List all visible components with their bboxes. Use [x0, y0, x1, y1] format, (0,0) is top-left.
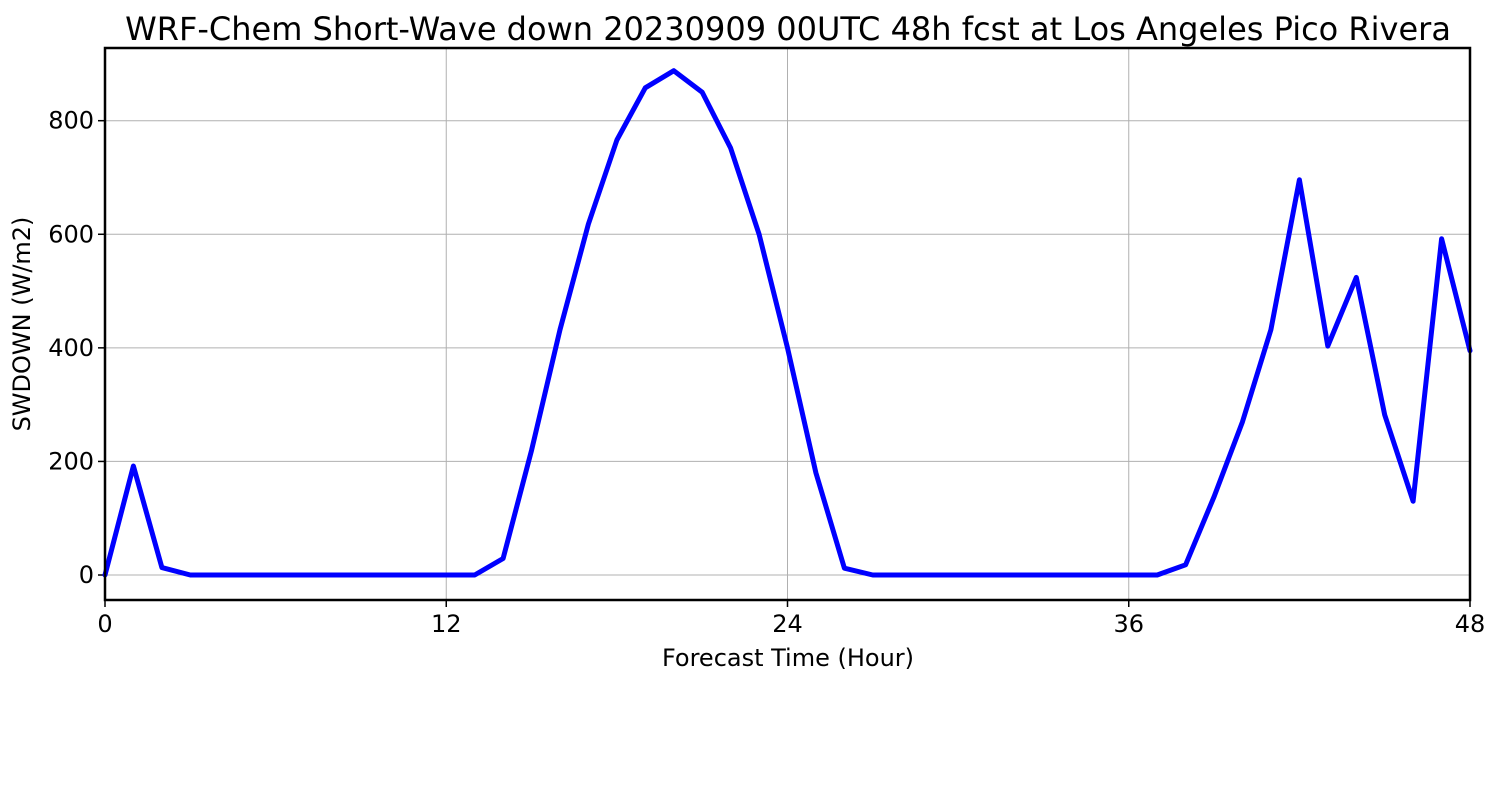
y-tick-label: 200 [48, 447, 94, 475]
y-tick-label: 600 [48, 220, 94, 248]
axis-ticks: 0 12 24 36 48 0 200 400 600 800 [48, 107, 1485, 638]
series-line [102, 68, 1473, 578]
x-tick-label: 12 [431, 610, 462, 638]
x-tick-label: 24 [772, 610, 803, 638]
x-tick-label: 36 [1113, 610, 1144, 638]
y-tick-label: 0 [79, 561, 94, 589]
x-tick-label: 0 [97, 610, 112, 638]
grid-lines [104, 48, 1471, 600]
x-tick-label: 48 [1455, 610, 1486, 638]
y-tick-label: 800 [48, 107, 94, 135]
x-axis-label: Forecast Time (Hour) [662, 644, 914, 672]
plot-frame [103, 46, 1472, 602]
chart-title: WRF-Chem Short-Wave down 20230909 00UTC … [125, 10, 1451, 48]
y-tick-label: 400 [48, 334, 94, 362]
y-axis-label: SWDOWN (W/m2) [8, 217, 36, 432]
